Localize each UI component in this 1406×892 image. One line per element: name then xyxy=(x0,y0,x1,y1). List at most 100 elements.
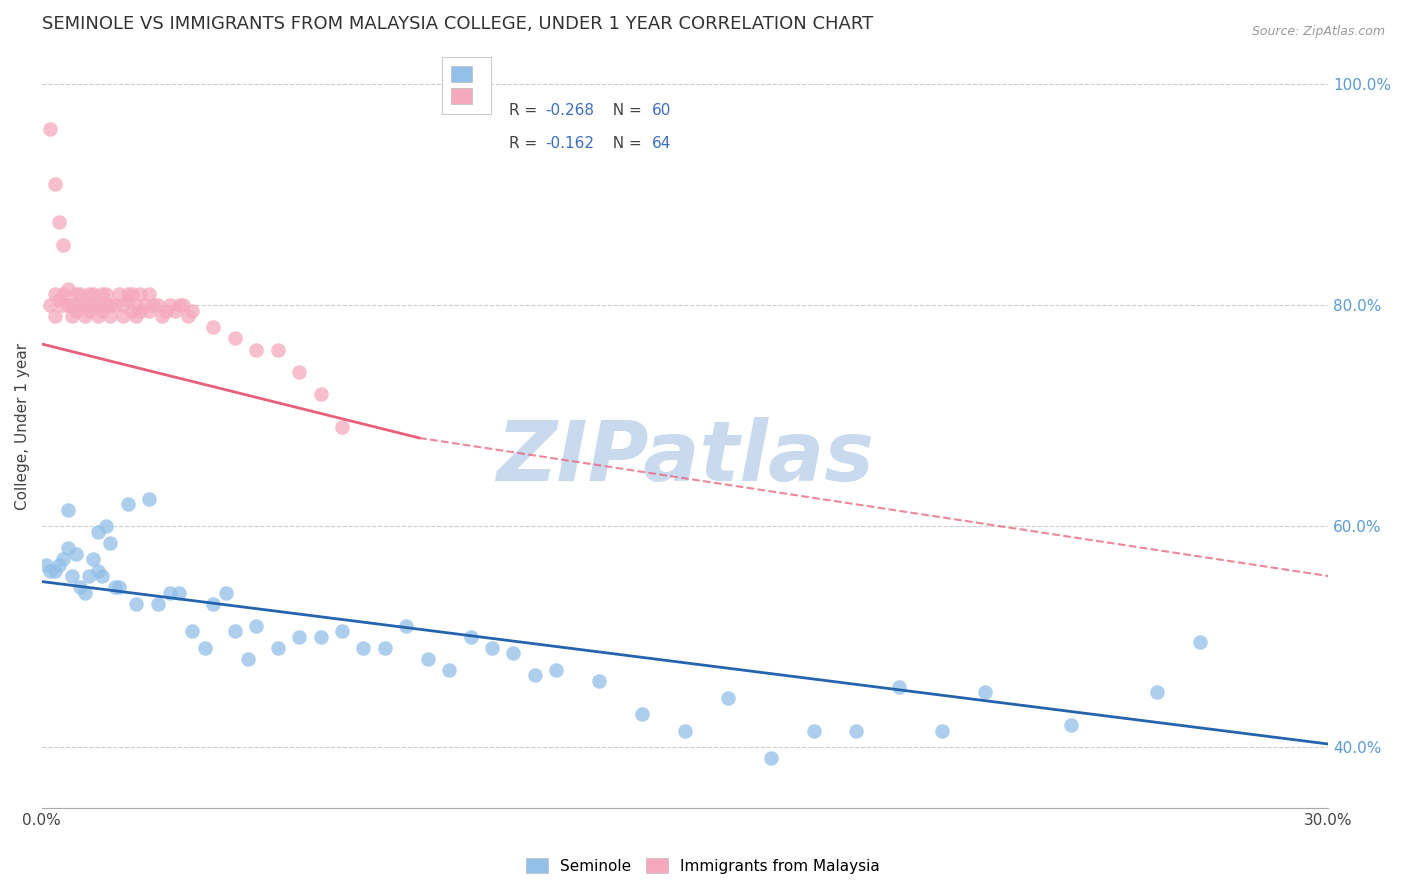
Point xyxy=(77,287,100,301)
Point xyxy=(56,502,79,516)
Point xyxy=(159,298,181,312)
Point xyxy=(588,673,610,688)
Point xyxy=(416,652,439,666)
Point xyxy=(159,585,181,599)
Point xyxy=(77,569,100,583)
Point xyxy=(73,585,96,599)
Point xyxy=(44,564,66,578)
Point xyxy=(77,303,100,318)
Point xyxy=(146,298,169,312)
Point xyxy=(65,303,87,318)
Text: 64: 64 xyxy=(651,136,671,151)
Text: SEMINOLE VS IMMIGRANTS FROM MALAYSIA COLLEGE, UNDER 1 YEAR CORRELATION CHART: SEMINOLE VS IMMIGRANTS FROM MALAYSIA COL… xyxy=(42,15,873,33)
Point xyxy=(236,652,259,666)
Point xyxy=(845,723,868,738)
Point xyxy=(176,310,198,324)
Point xyxy=(44,177,66,191)
Point xyxy=(82,287,104,301)
Point xyxy=(803,723,825,738)
Point xyxy=(202,597,225,611)
Point xyxy=(86,524,108,539)
Point xyxy=(65,547,87,561)
Point xyxy=(65,287,87,301)
Point xyxy=(129,287,152,301)
Point xyxy=(481,640,503,655)
Point xyxy=(86,298,108,312)
Point xyxy=(69,580,91,594)
Point xyxy=(39,564,62,578)
Point xyxy=(138,287,160,301)
Point xyxy=(56,282,79,296)
Point xyxy=(125,310,148,324)
Point xyxy=(546,663,568,677)
Point xyxy=(90,303,112,318)
Point xyxy=(245,619,267,633)
Text: -0.162: -0.162 xyxy=(544,136,593,151)
Point xyxy=(73,310,96,324)
Point xyxy=(100,310,122,324)
Text: ZIPatlas: ZIPatlas xyxy=(496,417,875,498)
Point xyxy=(717,690,740,705)
Point xyxy=(129,303,152,318)
Point xyxy=(146,597,169,611)
Point xyxy=(82,552,104,566)
Point xyxy=(437,663,460,677)
Point xyxy=(180,303,202,318)
Point xyxy=(90,569,112,583)
Point xyxy=(224,624,246,639)
Text: 60: 60 xyxy=(651,103,671,118)
Point xyxy=(39,298,62,312)
Text: -0.268: -0.268 xyxy=(544,103,593,118)
Legend: Seminole, Immigrants from Malaysia: Seminole, Immigrants from Malaysia xyxy=(520,852,886,880)
Y-axis label: College, Under 1 year: College, Under 1 year xyxy=(15,343,30,510)
Point xyxy=(125,298,148,312)
Point xyxy=(90,287,112,301)
Point xyxy=(395,619,418,633)
Point xyxy=(155,303,177,318)
Point xyxy=(52,298,75,312)
Point xyxy=(224,331,246,345)
Point xyxy=(163,303,186,318)
Point xyxy=(266,640,288,655)
Point xyxy=(194,640,217,655)
Point xyxy=(172,298,194,312)
Point xyxy=(288,630,311,644)
Point xyxy=(100,298,122,312)
Point xyxy=(931,723,953,738)
Point xyxy=(167,298,190,312)
Point xyxy=(48,558,70,572)
Point xyxy=(180,624,202,639)
Point xyxy=(69,287,91,301)
Point xyxy=(631,707,654,722)
Point xyxy=(1188,635,1211,649)
Point xyxy=(86,564,108,578)
Point xyxy=(759,751,782,765)
Point xyxy=(1060,718,1083,732)
Point xyxy=(86,310,108,324)
Point xyxy=(352,640,374,655)
Point xyxy=(374,640,396,655)
Point xyxy=(112,310,135,324)
Point xyxy=(44,287,66,301)
Point xyxy=(150,310,173,324)
Point xyxy=(48,293,70,307)
Point xyxy=(889,680,911,694)
Point xyxy=(117,497,139,511)
Point xyxy=(138,303,160,318)
Point xyxy=(60,298,83,312)
Point xyxy=(215,585,238,599)
Point xyxy=(266,343,288,357)
Point xyxy=(60,569,83,583)
Point xyxy=(167,585,190,599)
Legend: , : , xyxy=(441,57,491,113)
Point xyxy=(73,298,96,312)
Point xyxy=(202,320,225,334)
Point xyxy=(60,310,83,324)
Point xyxy=(673,723,696,738)
Point xyxy=(142,298,165,312)
Point xyxy=(309,386,332,401)
Point xyxy=(138,491,160,506)
Point xyxy=(245,343,267,357)
Point xyxy=(56,298,79,312)
Text: R =: R = xyxy=(509,136,541,151)
